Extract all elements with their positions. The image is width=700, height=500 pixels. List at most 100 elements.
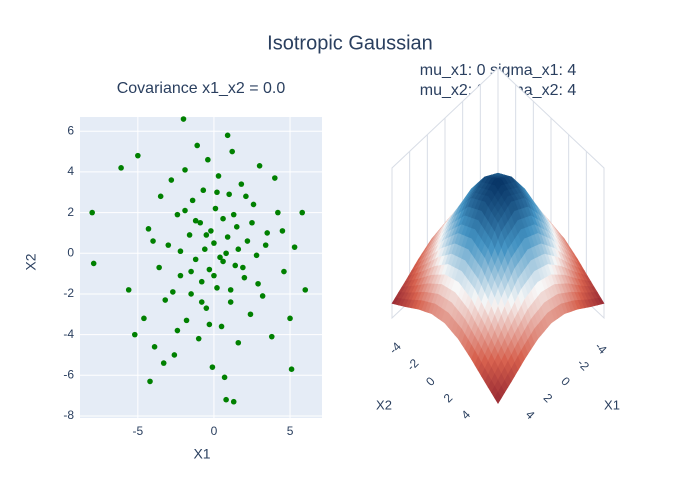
point bbox=[177, 248, 184, 255]
point bbox=[208, 228, 214, 234]
point bbox=[131, 331, 138, 338]
x-tick-label: 5 bbox=[287, 424, 294, 438]
point bbox=[244, 238, 251, 244]
point bbox=[223, 250, 229, 257]
point bbox=[288, 366, 295, 372]
point bbox=[209, 364, 216, 370]
point bbox=[89, 209, 95, 216]
point bbox=[182, 167, 188, 173]
point bbox=[230, 211, 237, 218]
point bbox=[171, 352, 178, 358]
point bbox=[186, 232, 193, 238]
y-tick-label: -6 bbox=[63, 367, 74, 381]
point bbox=[211, 272, 217, 279]
point bbox=[241, 274, 248, 281]
point bbox=[151, 344, 158, 350]
point bbox=[224, 234, 231, 240]
point bbox=[188, 291, 194, 297]
point bbox=[168, 177, 175, 183]
point bbox=[250, 201, 257, 208]
point bbox=[229, 148, 236, 155]
point bbox=[233, 224, 240, 230]
point bbox=[227, 299, 234, 305]
point bbox=[215, 173, 222, 179]
point bbox=[249, 219, 255, 226]
point bbox=[218, 323, 225, 330]
point bbox=[224, 132, 231, 139]
point bbox=[264, 230, 271, 236]
point bbox=[214, 189, 220, 196]
figure-title: Isotropic Gaussian bbox=[267, 32, 433, 54]
subplot-title: Covariance x1_x2 = 0.0 bbox=[117, 80, 286, 97]
point bbox=[206, 321, 213, 328]
x-axis-title-3d: X1 bbox=[604, 397, 620, 412]
point bbox=[203, 305, 210, 311]
point bbox=[243, 193, 249, 200]
point bbox=[230, 398, 237, 405]
point bbox=[206, 266, 213, 273]
point bbox=[156, 264, 162, 271]
point bbox=[135, 152, 141, 159]
point bbox=[174, 327, 181, 334]
x-axis-title: X1 bbox=[193, 446, 210, 462]
point bbox=[291, 244, 298, 250]
point bbox=[147, 378, 153, 385]
point bbox=[198, 278, 205, 285]
point bbox=[203, 232, 210, 238]
point bbox=[256, 163, 263, 169]
point bbox=[125, 287, 132, 293]
point bbox=[174, 211, 181, 218]
point bbox=[235, 246, 242, 252]
point bbox=[272, 175, 278, 181]
point bbox=[150, 238, 156, 244]
point bbox=[160, 360, 167, 366]
point bbox=[202, 246, 208, 252]
point bbox=[227, 287, 234, 293]
point bbox=[268, 333, 275, 340]
point bbox=[275, 209, 281, 216]
x-tick-label: 0 bbox=[211, 424, 218, 438]
point bbox=[205, 156, 211, 163]
y-tick-label: 4 bbox=[67, 164, 74, 178]
point bbox=[141, 315, 147, 322]
point bbox=[90, 260, 97, 267]
point bbox=[217, 254, 223, 261]
point bbox=[302, 287, 309, 293]
y-tick-label: -4 bbox=[63, 327, 74, 341]
y-tick-label: 0 bbox=[67, 245, 74, 259]
point bbox=[223, 396, 229, 403]
point bbox=[183, 317, 190, 324]
y-tick-label: -8 bbox=[63, 408, 74, 422]
point bbox=[195, 335, 202, 342]
y-tick-label: 6 bbox=[67, 123, 74, 137]
point bbox=[192, 256, 199, 263]
point bbox=[259, 293, 266, 299]
y-axis-title: X2 bbox=[23, 253, 39, 270]
point bbox=[212, 205, 219, 212]
point bbox=[247, 311, 254, 318]
point bbox=[197, 219, 204, 226]
surface-patch bbox=[494, 391, 502, 404]
point bbox=[238, 181, 245, 187]
point bbox=[262, 242, 269, 248]
plot-area bbox=[80, 117, 322, 418]
point bbox=[177, 272, 184, 279]
point bbox=[287, 315, 293, 322]
y-tick-label: -2 bbox=[63, 286, 74, 300]
point bbox=[240, 264, 246, 271]
point bbox=[118, 165, 124, 171]
x-tick-label: -5 bbox=[133, 424, 144, 438]
point bbox=[235, 339, 242, 346]
point bbox=[279, 228, 286, 234]
point bbox=[299, 209, 306, 216]
point bbox=[198, 299, 205, 305]
point bbox=[211, 240, 217, 246]
point bbox=[253, 252, 260, 259]
y-tick-label: 2 bbox=[67, 205, 74, 219]
point bbox=[214, 285, 220, 291]
point bbox=[200, 187, 207, 194]
point bbox=[255, 280, 261, 287]
point bbox=[281, 268, 287, 275]
point bbox=[221, 374, 228, 381]
